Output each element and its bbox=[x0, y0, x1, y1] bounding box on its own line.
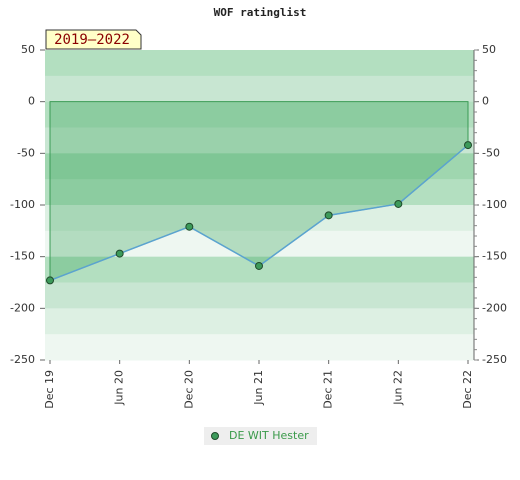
y-tick-label: -100 bbox=[10, 198, 35, 211]
background-band bbox=[45, 334, 474, 361]
data-point bbox=[185, 222, 194, 231]
y-tick-label: -200 bbox=[10, 301, 35, 314]
x-tick-label: Dec 19 bbox=[43, 370, 56, 409]
y2-tick-label: 50 bbox=[482, 43, 496, 56]
background-band bbox=[45, 75, 474, 103]
legend-box bbox=[204, 427, 317, 445]
data-point bbox=[464, 141, 472, 150]
y-tick-label: -250 bbox=[10, 353, 35, 366]
y2-tick-label: -50 bbox=[482, 146, 500, 159]
x-tick-label: Jun 21 bbox=[252, 370, 265, 406]
data-point bbox=[394, 199, 403, 208]
period-box bbox=[45, 29, 142, 50]
y2-tick-label: -100 bbox=[482, 198, 507, 211]
y-tick-label: -150 bbox=[10, 250, 35, 263]
x-tick-label: Dec 20 bbox=[182, 370, 195, 409]
x-tick-label: Jun 22 bbox=[391, 370, 404, 406]
legend-label: DE WIT Hester bbox=[229, 429, 309, 442]
x-tick-label: Dec 21 bbox=[322, 370, 335, 409]
legend-marker bbox=[211, 432, 219, 440]
y2-tick-label: -200 bbox=[482, 301, 507, 314]
y2-tick-label: -150 bbox=[482, 250, 507, 263]
background-band bbox=[45, 282, 474, 309]
y2-tick-label: 0 bbox=[482, 95, 489, 108]
background-band bbox=[45, 101, 474, 128]
data-point bbox=[255, 261, 263, 270]
background-band bbox=[45, 153, 474, 180]
chart-title: WOF ratinglist bbox=[214, 6, 307, 19]
data-point bbox=[324, 211, 333, 220]
data-point bbox=[115, 249, 124, 258]
y-tick-label: -50 bbox=[17, 146, 35, 159]
background-band bbox=[45, 127, 474, 154]
x-tick-label: Dec 22 bbox=[461, 370, 474, 409]
y-tick-label: 0 bbox=[28, 95, 35, 108]
data-point bbox=[46, 276, 54, 285]
x-tick-label: Jun 20 bbox=[113, 370, 126, 406]
background-band bbox=[45, 308, 474, 335]
period-label: 2019–2022 bbox=[54, 32, 130, 48]
background-band bbox=[45, 50, 474, 77]
background-band bbox=[45, 205, 474, 232]
y2-tick-label: -250 bbox=[482, 353, 507, 366]
y-tick-label: 50 bbox=[21, 43, 35, 56]
